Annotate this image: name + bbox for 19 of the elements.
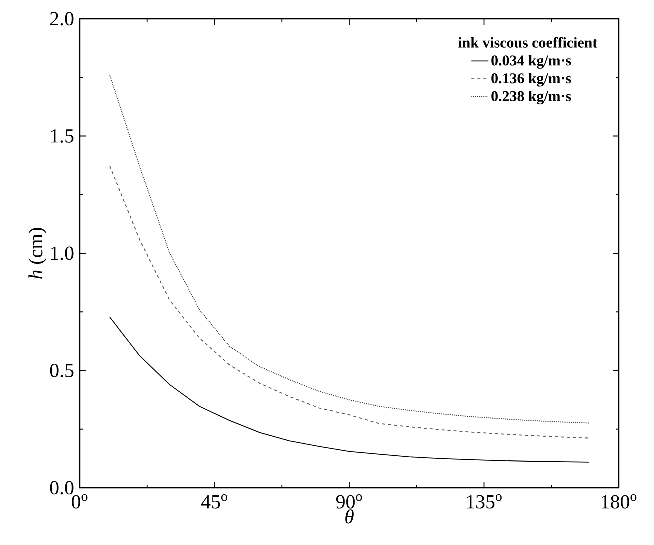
line-series bbox=[109, 316, 590, 463]
y-tick-label: 2.0 bbox=[50, 12, 74, 26]
legend-label: 0.238 kg/m·s bbox=[492, 90, 572, 105]
y-tick-label: 1.0 bbox=[51, 246, 74, 260]
x-tick-label: 0$^{o}$ bbox=[72, 494, 88, 509]
legend-label: 0.034 kg/m·s bbox=[492, 55, 572, 69]
y-tick-label: 0.5 bbox=[50, 364, 74, 378]
y-axis-title: h (cm) bbox=[28, 228, 47, 280]
x-tick-label: 180$^{o}$ bbox=[602, 494, 637, 509]
line-series bbox=[109, 166, 590, 439]
x-axis-title: θ bbox=[346, 510, 354, 524]
legend-title: ink viscous coefficient bbox=[458, 37, 598, 48]
x-tick-label: 135$^{o}$ bbox=[467, 494, 502, 509]
x-tick-label: 90$^{o}$ bbox=[336, 494, 362, 509]
line-series bbox=[109, 74, 590, 424]
x-tick-label: 45$^{o}$ bbox=[201, 494, 228, 509]
y-tick-label: 1.5 bbox=[51, 130, 74, 143]
y-tick-label: 0.0 bbox=[50, 481, 74, 495]
legend-label: 0.136 kg/m·s bbox=[492, 73, 572, 87]
